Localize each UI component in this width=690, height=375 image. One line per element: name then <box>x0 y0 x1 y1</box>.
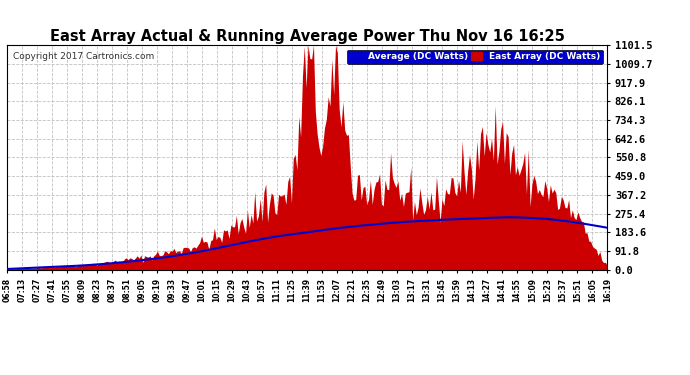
Legend: Average (DC Watts), East Array (DC Watts): Average (DC Watts), East Array (DC Watts… <box>347 50 602 64</box>
Text: Copyright 2017 Cartronics.com: Copyright 2017 Cartronics.com <box>13 52 154 61</box>
Title: East Array Actual & Running Average Power Thu Nov 16 16:25: East Array Actual & Running Average Powe… <box>50 29 564 44</box>
